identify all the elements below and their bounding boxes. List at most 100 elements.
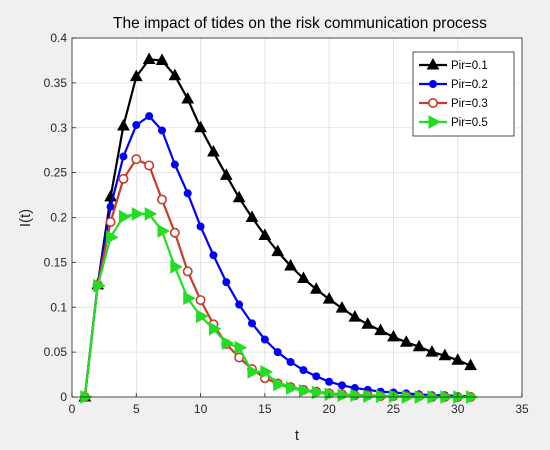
x-tick-label: 35	[515, 402, 529, 416]
data-point	[363, 389, 376, 403]
data-point	[129, 69, 143, 82]
data-point	[273, 377, 286, 392]
data-point	[248, 319, 256, 328]
data-point	[157, 194, 168, 205]
y-tick-label: 0	[60, 390, 67, 404]
x-tick-label: 0	[69, 402, 76, 416]
legend-label: Pir=0.2	[451, 79, 488, 91]
data-point	[183, 189, 192, 198]
x-tick-label: 20	[322, 402, 336, 416]
data-point	[106, 230, 119, 245]
data-point	[322, 292, 336, 304]
data-point	[338, 381, 346, 390]
legend-marker	[426, 57, 440, 70]
data-point	[412, 339, 426, 352]
data-point	[181, 91, 195, 104]
y-axis-title: I(t)	[17, 209, 34, 227]
y-tick-label: 0.1	[50, 300, 67, 314]
data-point	[168, 68, 182, 81]
legend-item: Pir=0.3	[419, 98, 488, 110]
legend-item: Pir=0.2	[419, 79, 488, 91]
data-point	[222, 278, 231, 287]
data-point	[195, 295, 206, 306]
series-Pir=0.5	[80, 207, 479, 404]
data-point	[451, 353, 465, 365]
data-point	[298, 383, 312, 398]
data-point	[232, 190, 246, 203]
x-axis-title: t	[295, 427, 300, 444]
data-point	[144, 160, 155, 171]
data-point	[387, 329, 400, 342]
data-point	[247, 365, 261, 379]
data-point	[425, 345, 439, 357]
data-point	[245, 210, 259, 222]
data-point	[132, 121, 141, 130]
data-point	[196, 309, 209, 324]
data-point	[350, 388, 363, 403]
y-tick-label: 0.2	[50, 211, 67, 225]
x-tick-label: 10	[194, 402, 208, 416]
data-point	[374, 323, 387, 336]
data-point	[297, 271, 310, 284]
y-tick-label: 0.3	[50, 121, 67, 135]
data-point	[284, 258, 297, 271]
data-point	[464, 358, 477, 371]
legend-item: Pir=0.1	[419, 57, 488, 72]
legend: Pir=0.1 Pir=0.2 Pir=0.3 Pir=0.5	[412, 51, 515, 137]
data-point	[286, 357, 295, 366]
data-point	[105, 216, 116, 227]
data-point	[131, 207, 145, 221]
data-point	[361, 317, 375, 329]
data-point	[142, 52, 156, 65]
data-point	[145, 112, 154, 121]
data-point	[219, 168, 233, 180]
data-point	[158, 126, 166, 135]
x-tick-label: 5	[133, 402, 140, 416]
data-point	[388, 389, 402, 403]
data-point	[399, 335, 413, 347]
data-point	[144, 207, 158, 221]
legend-label: Pir=0.1	[451, 60, 488, 72]
data-point	[93, 278, 106, 293]
data-point	[117, 118, 130, 131]
data-point	[207, 144, 220, 157]
x-tick-label: 15	[258, 402, 272, 416]
data-point	[131, 154, 142, 165]
legend-marker	[428, 115, 442, 129]
data-point	[299, 366, 308, 375]
data-point	[376, 389, 389, 403]
data-point	[155, 53, 169, 65]
data-point	[273, 348, 282, 357]
data-point	[221, 336, 235, 350]
y-tick-label: 0.15	[44, 255, 68, 269]
y-tick-label: 0.05	[44, 345, 68, 359]
chart-title: The impact of tides on the risk communic…	[113, 15, 487, 32]
data-point	[183, 291, 196, 306]
data-point	[309, 282, 323, 294]
data-point	[106, 202, 115, 211]
legend-item: Pir=0.5	[419, 115, 488, 129]
data-point	[169, 227, 180, 238]
data-point	[235, 300, 244, 309]
data-point	[311, 385, 325, 400]
data-point	[335, 301, 349, 313]
data-point	[286, 381, 299, 395]
y-tick-label: 0.35	[44, 76, 68, 90]
data-point	[194, 120, 207, 133]
legend-marker	[427, 98, 438, 109]
x-tick-label: 30	[451, 402, 465, 416]
data-point	[438, 348, 452, 361]
data-point	[182, 266, 193, 277]
data-point	[170, 160, 179, 169]
data-point	[258, 228, 272, 240]
x-tick-label: 25	[387, 402, 401, 416]
data-point	[271, 244, 285, 257]
data-point	[170, 260, 183, 274]
axis-ticks: 0 5 10 15 20 25 30 35 0 0.05 0.1 0.15 0.2 0.25 0.3 0.35…	[44, 31, 529, 416]
data-point	[196, 222, 205, 231]
data-point	[209, 251, 218, 260]
data-point	[119, 152, 128, 161]
legend-label: Pir=0.5	[451, 117, 488, 129]
data-point	[260, 365, 273, 379]
